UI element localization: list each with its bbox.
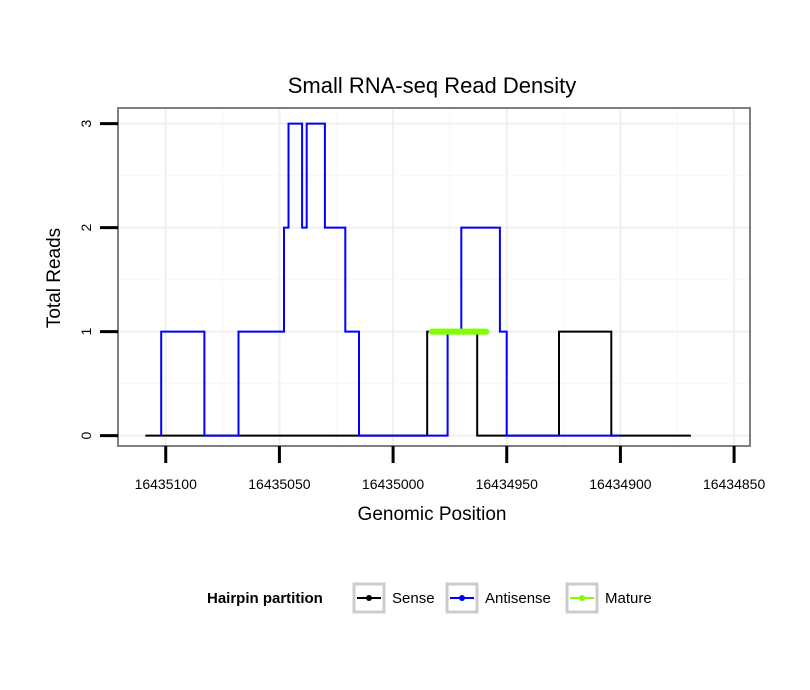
legend-label-antisense: Antisense <box>485 590 551 607</box>
series-antisense-line <box>160 122 621 437</box>
legend-label-sense: Sense <box>392 590 435 607</box>
y-tick-label: 2 <box>78 223 94 231</box>
y-tick-label: 0 <box>78 431 94 439</box>
y-axis-title: Total Reads <box>44 228 65 328</box>
y-tick-label: 3 <box>78 119 94 127</box>
x-tick-label: 16435050 <box>248 476 311 492</box>
series-sense-line <box>145 330 691 437</box>
legend: Hairpin partition Sense Antisense Mature <box>207 582 652 614</box>
plot-panel-border <box>117 107 751 447</box>
legend-key-point <box>459 595 465 601</box>
x-tick-label: 16434950 <box>476 476 539 492</box>
series-layer <box>145 122 691 437</box>
y-axis: 0 1 2 3 <box>78 119 118 439</box>
legend-key-point <box>366 595 372 601</box>
x-tick-label: 16435000 <box>362 476 425 492</box>
x-tick-label: 16434900 <box>589 476 652 492</box>
x-axis-title: Genomic Position <box>358 504 507 525</box>
legend-key-point <box>579 595 585 601</box>
plot-panel <box>118 108 750 446</box>
y-tick-label: 1 <box>78 327 94 335</box>
legend-title: Hairpin partition <box>207 590 323 607</box>
x-tick-label: 16434850 <box>703 476 766 492</box>
legend-label-mature: Mature <box>605 590 652 607</box>
x-axis: 16435100 16435050 16435000 16434950 16434900… <box>135 446 766 492</box>
chart-title: Small RNA-seq Read Density <box>288 73 577 98</box>
x-tick-label: 16435100 <box>135 476 198 492</box>
